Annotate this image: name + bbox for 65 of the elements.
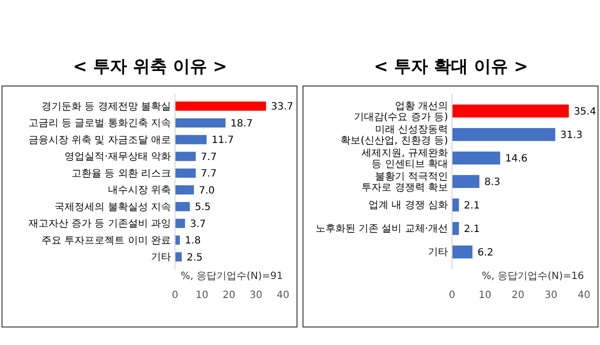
- bar: [175, 118, 226, 128]
- y-tick-label: 세제지원, 규제완화 등 인센티브 확대: [362, 148, 448, 170]
- y-tick-label: 내수시장 위축: [108, 185, 171, 196]
- x-tick-label: 40: [276, 290, 290, 302]
- bar: [175, 168, 196, 178]
- text: %, 응답기업수(N)=91: [180, 271, 283, 282]
- y-tick-label: 경기둔화 등 경제전망 불확실: [41, 101, 171, 112]
- bar: [175, 252, 182, 262]
- y-tick-label: 주요 투자프로젝트 이미 완료: [41, 235, 171, 246]
- x-tick-label: 0: [448, 290, 456, 302]
- y-tick-label: 영업실적·재무상태 악화: [64, 152, 171, 163]
- y-tick-label: 국제정세의 불확실성 지속: [54, 202, 171, 213]
- data-label: 14.6: [505, 154, 528, 165]
- data-label: 18.7: [230, 118, 253, 130]
- bar: [452, 246, 472, 258]
- chart-title: < 투자 위축 이유 >: [72, 57, 228, 77]
- y-tick-label: 재고자산 증가 등 기존설비 과잉: [28, 218, 171, 230]
- bar: [175, 152, 196, 161]
- data-label: 6.2: [477, 247, 494, 258]
- data-label: 33.7: [270, 102, 294, 113]
- data-label: 2.1: [464, 224, 480, 235]
- x-tick-label: 0: [172, 290, 178, 302]
- data-label: 7.0: [198, 185, 215, 196]
- y-tick-label: 고금리 등 글로벌 통화긴축 지속: [28, 118, 171, 130]
- data-label: 35.4: [574, 106, 596, 118]
- x-tick-label: 20: [222, 290, 236, 302]
- data-label: 31.3: [560, 130, 583, 142]
- data-label: 11.7: [212, 135, 234, 146]
- x-tick-label: 40: [578, 290, 590, 302]
- bar: [175, 135, 207, 144]
- data-label: 8.3: [484, 177, 500, 188]
- y-tick-label: 미래 신성장동력 확보(신산업, 친환경 등): [340, 124, 448, 147]
- y-tick-label: 업황 개선의 기대감(수요 증가 등): [354, 101, 448, 124]
- data-label: 5.5: [194, 202, 211, 214]
- y-tick-label: 고환율 등 외환 리스크: [71, 168, 171, 180]
- chart-title: < 투자 확대 이유 >: [374, 57, 528, 77]
- x-tick-label: 30: [250, 290, 262, 302]
- x-tick-label: 10: [196, 290, 208, 302]
- x-tick-label: 10: [478, 290, 492, 302]
- bar: [175, 185, 194, 194]
- bar: [452, 198, 459, 212]
- data-label: 7.7: [200, 168, 217, 180]
- data-label: 2.1: [464, 200, 480, 212]
- x-tick-label: 30: [544, 290, 558, 302]
- bar: [452, 152, 500, 164]
- y-tick-label: 업계 내 경쟁 심화: [368, 200, 448, 212]
- y-tick-label: 노후화된 기존 설비 교체·개선: [315, 224, 448, 235]
- data-label: 3.7: [190, 218, 206, 230]
- data-label: 1.8: [184, 236, 201, 247]
- y-tick-label: 기타: [151, 252, 171, 264]
- bar: [452, 222, 459, 235]
- bar: [175, 236, 180, 245]
- y-tick-label: 불황기 적극적인 투자로 경쟁력 확보: [362, 172, 448, 194]
- bar: [175, 202, 190, 212]
- data-label: 2.5: [186, 252, 203, 264]
- y-tick-label: 금융시장 위축 및 자금조달 애로: [28, 134, 171, 146]
- bar: [175, 218, 185, 228]
- y-tick-label: 기타: [428, 247, 448, 258]
- bar: [452, 175, 480, 188]
- bar: [452, 104, 569, 118]
- x-tick-label: 20: [512, 290, 524, 302]
- bar: [175, 102, 266, 111]
- text: %, 응답기업수(N)=16: [482, 271, 584, 282]
- bar: [452, 128, 556, 141]
- data-label: 7.7: [200, 152, 217, 163]
